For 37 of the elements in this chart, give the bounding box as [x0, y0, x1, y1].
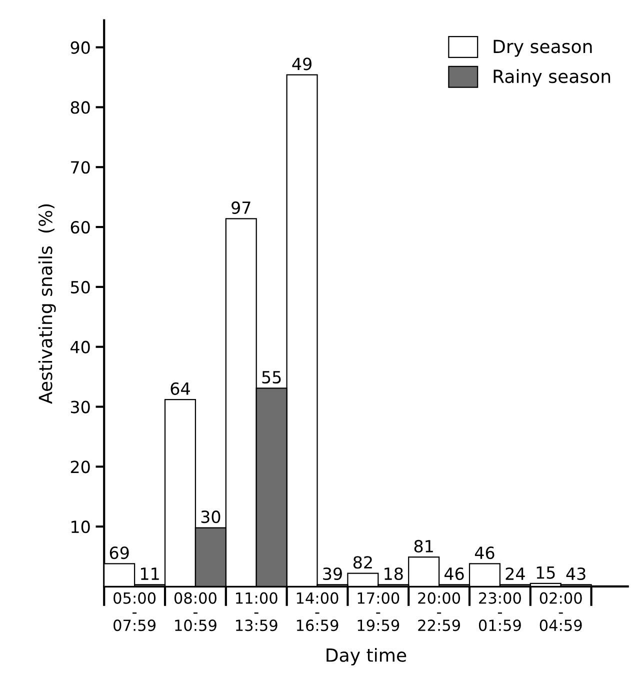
y-tick-label: 70 [71, 161, 90, 174]
annotation: 49 [292, 58, 312, 70]
annotation: 46 [474, 546, 494, 560]
annotation: 15 [536, 566, 555, 579]
x-tick-label: 05:00 - 07:59 [114, 592, 156, 632]
annotation: 30 [201, 510, 220, 524]
annotation: 69 [110, 546, 129, 560]
annotation: 55 [262, 371, 281, 384]
annotation: 18 [384, 567, 403, 580]
x-tick-label: 23:00 - 01:59 [478, 592, 521, 632]
x-tick-label: 20:00 - 22:59 [418, 592, 460, 632]
x-tick-label: 11:00 - 13:59 [236, 592, 278, 632]
y-tick-label: 10 [72, 520, 90, 534]
annotation: 97 [232, 201, 250, 214]
legend-label: Dry season [494, 40, 592, 57]
y-tick-label: 60 [70, 220, 90, 234]
annotation: 39 [323, 567, 342, 580]
x-tick-label: 02:00 - 04:59 [540, 592, 582, 632]
annotation: 64 [170, 382, 190, 395]
annotation: 82 [353, 556, 372, 569]
y-tick-label: 40 [70, 340, 90, 354]
annotation: 43 [566, 567, 586, 580]
annotation: 81 [414, 540, 433, 552]
y-axis-title: Aestivating snails (%) [38, 204, 56, 404]
annotation: 11 [141, 568, 159, 580]
y-tick-label: 80 [70, 101, 90, 114]
x-tick-label: 17:00 - 19:59 [358, 592, 400, 632]
legend-label: Rainy season [494, 69, 610, 87]
x-tick-label: 08:00 - 10:59 [174, 592, 216, 632]
y-tick-label: 30 [70, 400, 90, 414]
y-tick-label: 90 [70, 41, 90, 54]
annotation: 24 [506, 567, 525, 580]
x-axis-title: Day time [326, 648, 406, 666]
y-tick-label: 50 [71, 280, 90, 294]
x-tick-label: 14:00 - 16:59 [296, 592, 338, 632]
y-tick-label: 20 [70, 460, 90, 474]
annotation: 46 [444, 567, 464, 580]
